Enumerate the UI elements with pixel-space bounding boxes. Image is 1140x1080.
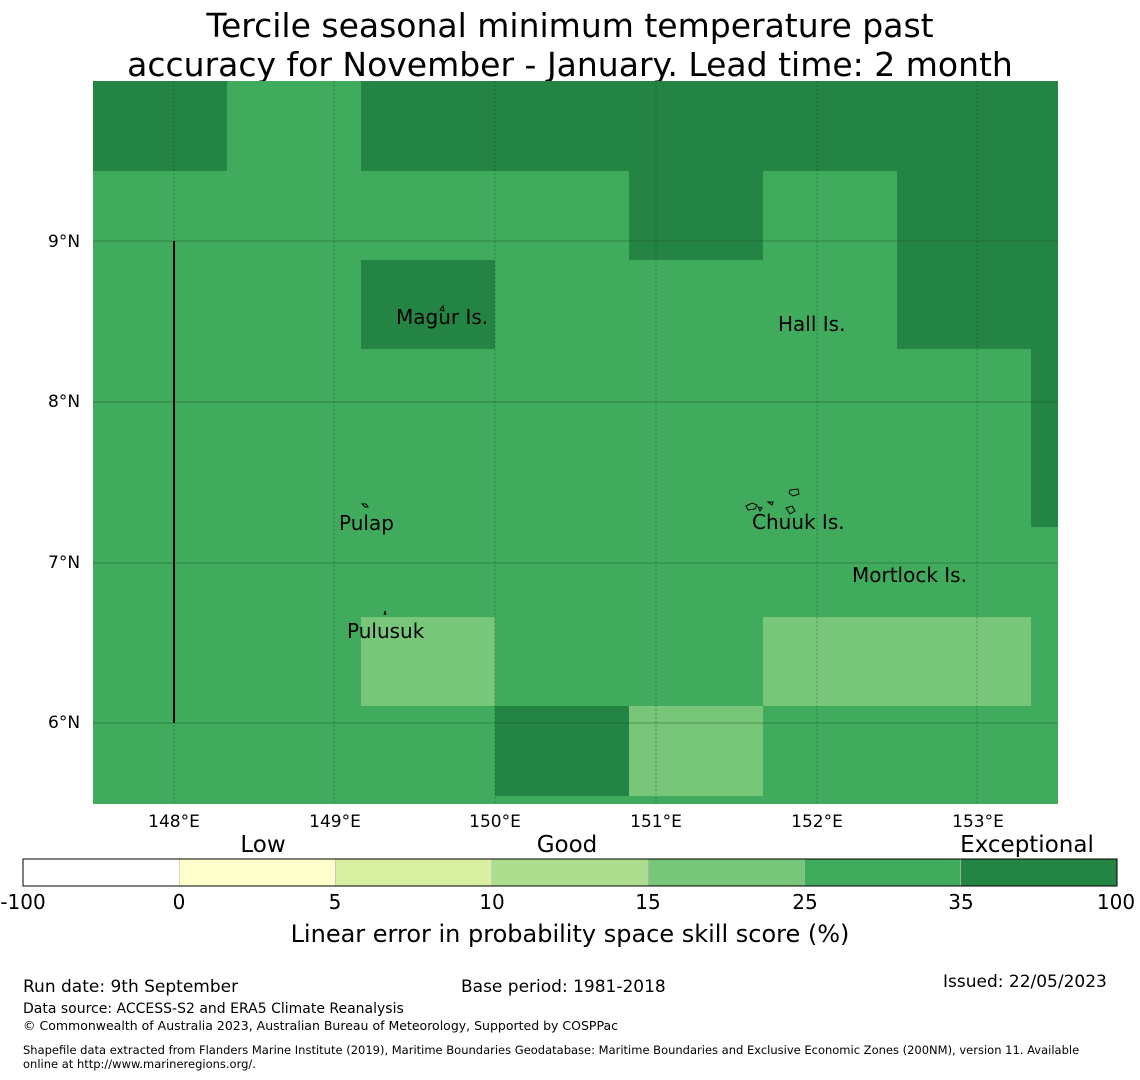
- colorbar-segment: [647, 858, 805, 887]
- map-cell-exceptional: [629, 171, 763, 260]
- map-cell-exceptional: [361, 81, 1058, 171]
- colorbar-frame: [22, 858, 1118, 887]
- chuuk-island-shape-5: [757, 506, 763, 512]
- place-label-hall: Hall Is.: [778, 312, 846, 336]
- map-cell-exceptional: [495, 706, 629, 796]
- colorbar-segments: [22, 858, 1118, 887]
- lon-label-151e: 151°E: [630, 812, 682, 832]
- chuuk-island-shape-1: [745, 502, 758, 511]
- colorbar-label: Linear error in probability space skill …: [290, 920, 850, 948]
- colorbar-segment: [178, 858, 336, 887]
- colorbar-segment: [335, 858, 493, 887]
- map-title-line-2: accuracy for November - January. Lead ti…: [127, 45, 1013, 84]
- chuuk-island-shape-3: [788, 488, 800, 497]
- data-source: Data source: ACCESS-S2 and ERA5 Climate …: [23, 1001, 404, 1017]
- place-label-pulap: Pulap: [339, 511, 394, 535]
- legend-category-good: Good: [536, 832, 598, 858]
- shapefile-credit-line-2: online at http://www.marineregions.org/.: [23, 1057, 256, 1071]
- map-cell-good: [763, 617, 1031, 706]
- map-cell-good: [629, 706, 763, 796]
- lon-label-148e: 148°E: [148, 812, 200, 832]
- legend-tick-35: 35: [948, 890, 974, 914]
- chuuk-island-shape-2: [766, 501, 774, 506]
- lat-label-7n: 7°N: [48, 553, 81, 573]
- map-title: Tercile seasonal minimum temperature pas…: [0, 6, 1140, 84]
- colorbar: [22, 858, 1118, 887]
- place-label-magur: Magur Is.: [396, 305, 489, 329]
- legend-tick-10: 10: [479, 890, 505, 914]
- base-period: Base period: 1981-2018: [461, 977, 666, 997]
- lat-label-9n: 9°N: [48, 232, 81, 252]
- map-cell-exceptional: [93, 81, 227, 171]
- map-cell-exceptional: [361, 260, 495, 349]
- legend-tick-25: 25: [792, 890, 818, 914]
- legend-tick-15: 15: [635, 890, 661, 914]
- magur-island-shape: [439, 304, 445, 312]
- lat-label-6n: 6°N: [48, 713, 81, 733]
- map-cell-good: [361, 617, 495, 706]
- legend-category-exceptional: Exceptional: [960, 832, 1094, 858]
- lon-label-153e: 153°E: [952, 812, 1004, 832]
- legend-tick-5: 5: [328, 890, 342, 914]
- pulap-island-shape: [360, 503, 369, 508]
- chuuk-island-shape-4: [785, 505, 796, 515]
- legend-tick-minus100: -100: [0, 890, 46, 914]
- lon-label-150e: 150°E: [469, 812, 521, 832]
- lon-label-149e: 149°E: [309, 812, 361, 832]
- legend-tick-0: 0: [172, 890, 186, 914]
- skill-map: [93, 81, 1058, 804]
- copyright-notice: © Commonwealth of Australia 2023, Austra…: [23, 1018, 618, 1033]
- colorbar-segment: [491, 858, 649, 887]
- issued-date: Issued: 22/05/2023: [943, 972, 1107, 992]
- lat-label-8n: 8°N: [48, 392, 81, 412]
- map-cell-exceptional: [1031, 349, 1058, 527]
- pulusuk-island-shape: [383, 610, 387, 616]
- map-title-line-1: Tercile seasonal minimum temperature pas…: [206, 6, 934, 45]
- legend-category-low: Low: [240, 832, 286, 858]
- colorbar-segment: [804, 858, 962, 887]
- shapefile-credit-line-1: Shapefile data extracted from Flanders M…: [23, 1043, 1080, 1057]
- place-label-chuuk: Chuuk Is.: [752, 510, 845, 534]
- place-label-mortlock: Mortlock Is.: [852, 563, 967, 587]
- run-date: Run date: 9th September: [23, 977, 239, 997]
- map-cell-exceptional: [897, 171, 1058, 349]
- island-outlines: [360, 304, 800, 616]
- place-label-pulusuk: Pulusuk: [347, 619, 425, 643]
- colorbar-segment: [960, 858, 1118, 887]
- lon-label-152e: 152°E: [791, 812, 843, 832]
- legend-tick-100: 100: [1096, 890, 1136, 914]
- colorbar-segment: [22, 858, 180, 887]
